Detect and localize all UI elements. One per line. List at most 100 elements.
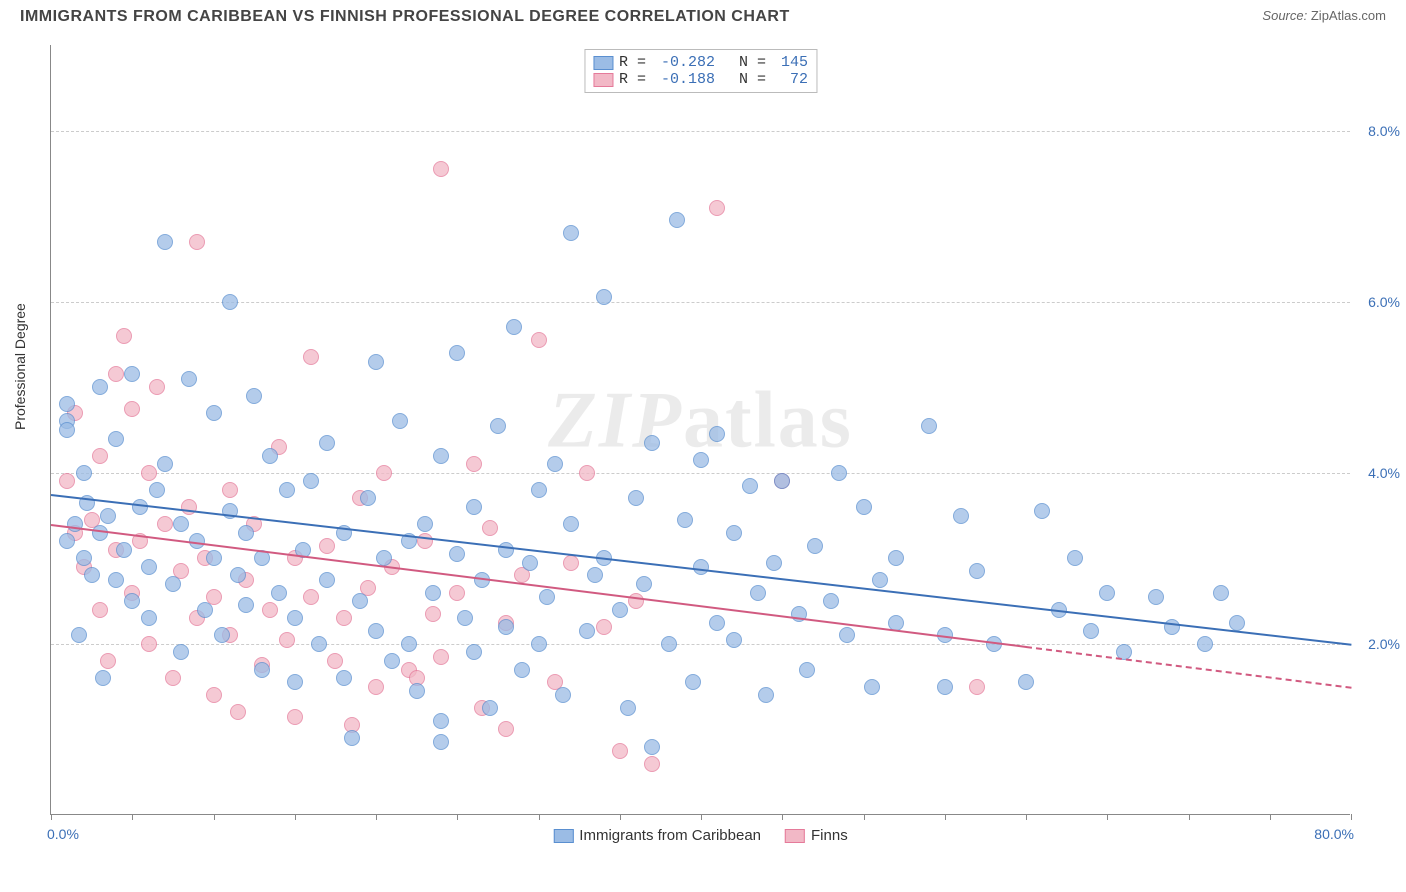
data-point [750, 585, 766, 601]
data-point [709, 426, 725, 442]
data-point [433, 448, 449, 464]
data-point [254, 662, 270, 678]
data-point [336, 670, 352, 686]
data-point [807, 538, 823, 554]
data-point [368, 679, 384, 695]
data-point [1197, 636, 1213, 652]
data-point [238, 525, 254, 541]
data-point [726, 632, 742, 648]
legend-swatch-1 [553, 829, 573, 843]
regression-line [51, 494, 1351, 646]
x-tick-mark [1351, 814, 1352, 820]
y-tick-label: 4.0% [1355, 465, 1400, 481]
data-point [368, 354, 384, 370]
data-point [279, 632, 295, 648]
data-point [327, 653, 343, 669]
gridline [51, 473, 1350, 474]
correlation-stats-box: R = -0.282 N = 145 R = -0.188 N = 72 [584, 49, 817, 93]
data-point [498, 721, 514, 737]
data-point [693, 452, 709, 468]
data-point [555, 687, 571, 703]
data-point [1099, 585, 1115, 601]
data-point [116, 542, 132, 558]
n-value-1: 145 [781, 54, 808, 71]
data-point [124, 366, 140, 382]
source-attribution: Source: ZipAtlas.com [1262, 8, 1386, 23]
data-point [352, 593, 368, 609]
data-point [287, 709, 303, 725]
data-point [344, 730, 360, 746]
data-point [173, 644, 189, 660]
data-point [319, 538, 335, 554]
data-point [124, 593, 140, 609]
data-point [433, 649, 449, 665]
data-point [563, 516, 579, 532]
data-point [100, 508, 116, 524]
data-point [401, 636, 417, 652]
data-point [108, 572, 124, 588]
swatch-series1 [593, 56, 613, 70]
stats-row-series2: R = -0.188 N = 72 [593, 71, 808, 88]
data-point [498, 542, 514, 558]
x-tick-mark [539, 814, 540, 820]
data-point [449, 546, 465, 562]
data-point [425, 606, 441, 622]
data-point [149, 482, 165, 498]
x-tick-mark [1107, 814, 1108, 820]
data-point [774, 473, 790, 489]
data-point [498, 619, 514, 635]
data-point [628, 490, 644, 506]
data-point [596, 289, 612, 305]
data-point [1164, 619, 1180, 635]
data-point [376, 550, 392, 566]
data-point [506, 319, 522, 335]
n-value-2: 72 [790, 71, 808, 88]
x-tick-mark [132, 814, 133, 820]
data-point [563, 555, 579, 571]
data-point [799, 662, 815, 678]
data-point [319, 435, 335, 451]
data-point [636, 576, 652, 592]
data-point [124, 401, 140, 417]
data-point [953, 508, 969, 524]
data-point [831, 465, 847, 481]
data-point [287, 674, 303, 690]
x-tick-mark [782, 814, 783, 820]
data-point [303, 589, 319, 605]
data-point [287, 610, 303, 626]
data-point [547, 456, 563, 472]
data-point [409, 683, 425, 699]
data-point [644, 435, 660, 451]
x-tick-mark [51, 814, 52, 820]
data-point [92, 379, 108, 395]
x-tick-mark [295, 814, 296, 820]
data-point [563, 225, 579, 241]
data-point [888, 550, 904, 566]
data-point [157, 516, 173, 532]
legend-swatch-2 [785, 829, 805, 843]
data-point [531, 636, 547, 652]
x-tick-mark [1270, 814, 1271, 820]
x-tick-mark [1026, 814, 1027, 820]
data-point [165, 670, 181, 686]
data-point [311, 636, 327, 652]
data-point [531, 482, 547, 498]
data-point [823, 593, 839, 609]
data-point [449, 585, 465, 601]
data-point [425, 585, 441, 601]
data-point [839, 627, 855, 643]
data-point [1018, 674, 1034, 690]
data-point [368, 623, 384, 639]
data-point [59, 422, 75, 438]
data-point [466, 499, 482, 515]
data-point [173, 516, 189, 532]
data-point [303, 349, 319, 365]
x-tick-mark [376, 814, 377, 820]
data-point [222, 294, 238, 310]
data-point [108, 431, 124, 447]
data-point [271, 585, 287, 601]
data-point [433, 734, 449, 750]
stats-row-series1: R = -0.282 N = 145 [593, 54, 808, 71]
gridline [51, 131, 1350, 132]
data-point [709, 615, 725, 631]
